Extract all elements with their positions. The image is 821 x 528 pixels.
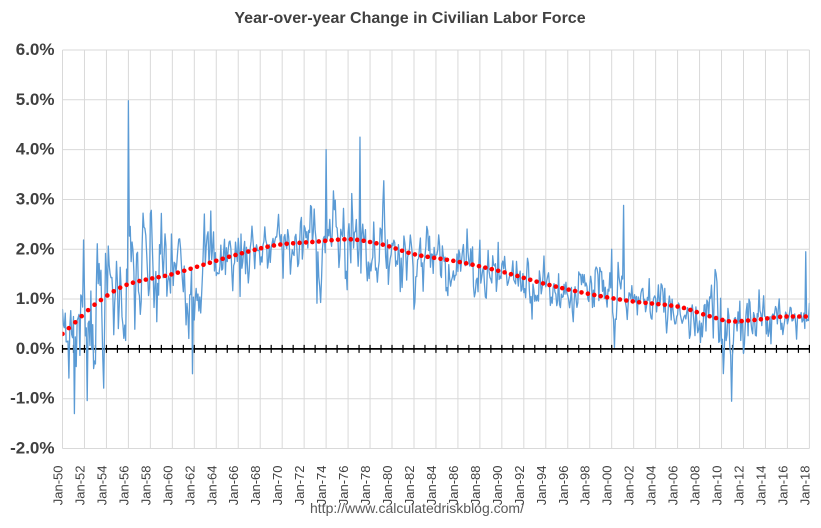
svg-text:2.0%: 2.0% [16, 239, 55, 258]
svg-text:Jan-54: Jan-54 [94, 466, 109, 506]
svg-text:Jan-02: Jan-02 [622, 466, 637, 506]
svg-text:Jan-72: Jan-72 [292, 466, 307, 506]
svg-text:Jan-56: Jan-56 [116, 466, 131, 506]
svg-text:6.0%: 6.0% [16, 40, 55, 59]
svg-text:Jan-12: Jan-12 [732, 466, 747, 506]
svg-text:Jan-60: Jan-60 [160, 466, 175, 506]
svg-text:Year-over-year Change in Civil: Year-over-year Change in Civilian Labor … [234, 10, 585, 27]
svg-text:-1.0%: -1.0% [10, 389, 54, 408]
svg-text:Jan-94: Jan-94 [534, 466, 549, 506]
svg-text:Jan-98: Jan-98 [578, 466, 593, 506]
svg-text:Jan-62: Jan-62 [182, 466, 197, 506]
svg-text:1.0%: 1.0% [16, 289, 55, 308]
svg-text:Jan-64: Jan-64 [204, 466, 219, 506]
svg-text:Jan-96: Jan-96 [556, 466, 571, 506]
svg-text:-2.0%: -2.0% [10, 439, 54, 458]
svg-text:Jan-16: Jan-16 [775, 466, 790, 506]
svg-text:Jan-66: Jan-66 [226, 466, 241, 506]
svg-text:Jan-08: Jan-08 [688, 466, 703, 506]
svg-text:0.0%: 0.0% [16, 339, 55, 358]
svg-text:Jan-14: Jan-14 [753, 466, 768, 506]
svg-text:3.0%: 3.0% [16, 189, 55, 208]
svg-text:Jan-50: Jan-50 [51, 466, 66, 506]
svg-text:Jan-00: Jan-00 [600, 466, 615, 506]
svg-text:Jan-18: Jan-18 [797, 466, 812, 506]
svg-text:4.0%: 4.0% [16, 140, 55, 159]
svg-text:Jan-58: Jan-58 [138, 466, 153, 506]
svg-text:Jan-70: Jan-70 [270, 466, 285, 506]
svg-text:Jan-10: Jan-10 [710, 466, 725, 506]
svg-text:http://www.calculatedriskblog.: http://www.calculatedriskblog.com/ [310, 500, 524, 516]
svg-text:Jan-52: Jan-52 [72, 466, 87, 506]
svg-text:Jan-04: Jan-04 [644, 466, 659, 506]
svg-text:Jan-68: Jan-68 [248, 466, 263, 506]
svg-text:5.0%: 5.0% [16, 90, 55, 109]
svg-text:Jan-06: Jan-06 [666, 466, 681, 506]
